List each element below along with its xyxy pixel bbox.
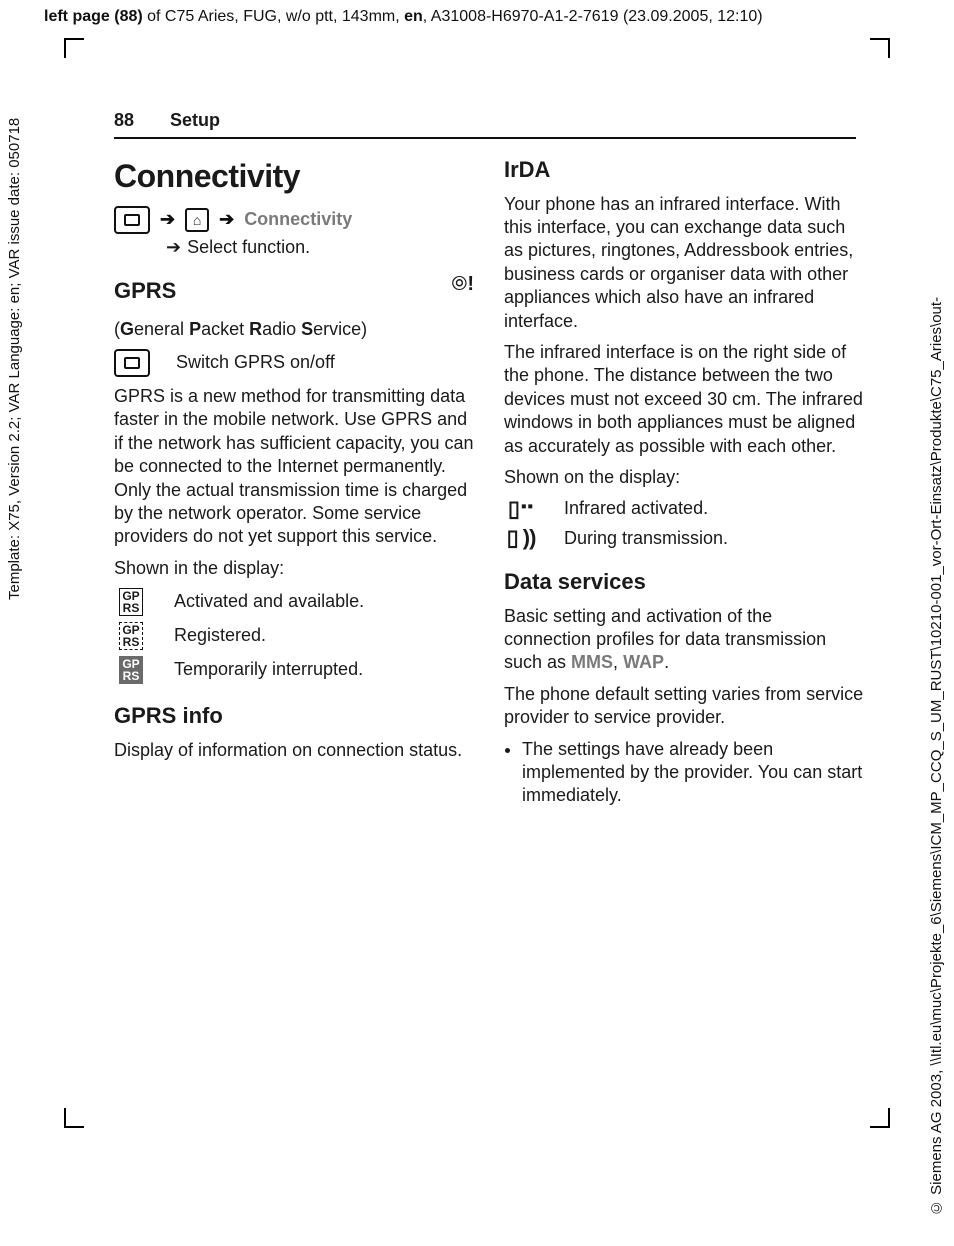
irda-state-row: ▯ )) During transmission. [504, 527, 864, 550]
crop-mark [870, 1126, 890, 1128]
irda-activated-icon: ▯⠒ [504, 498, 538, 520]
gprs-state-row: GPRS Activated and available. [114, 588, 474, 616]
right-column: IrDA Your phone has an infrared interfac… [504, 150, 864, 816]
page-number: 88 [114, 110, 134, 131]
irda-state-activated: Infrared activated. [564, 497, 708, 520]
crop-mark [64, 1108, 66, 1128]
irda-shown-label: Shown on the display: [504, 466, 864, 489]
mms-label: MMS [571, 652, 613, 672]
nav-connectivity-label: Connectivity [244, 208, 352, 231]
wap-label: WAP [623, 652, 664, 672]
page: left page (88) of C75 Aries, FUG, w/o pt… [0, 0, 954, 1246]
txt: G [120, 319, 134, 339]
gprs-state-available: Activated and available. [174, 590, 364, 613]
txt: ervice) [313, 319, 367, 339]
gprs-info-text: Display of information on connection sta… [114, 739, 474, 762]
irda-transmitting-icon: ▯ )) [504, 527, 538, 549]
top-meta-suffix: , A31008-H6970-A1-2-7619 (23.09.2005, 12… [423, 8, 763, 25]
gprs-state-registered: Registered. [174, 624, 266, 647]
nav-select-function: Select function. [187, 236, 310, 259]
left-meta: Template: X75, Version 2.2; VAR Language… [6, 40, 26, 600]
gprs-signal-icon: ⦾! [451, 271, 474, 297]
txt: P [189, 319, 201, 339]
txt: adio [262, 319, 301, 339]
softkey-icon [114, 349, 150, 377]
softkey-icon [114, 206, 150, 234]
txt: R [249, 319, 262, 339]
list-item: The settings have already been implement… [522, 738, 864, 808]
irda-state-transmitting: During transmission. [564, 527, 728, 550]
gprs-switch-row: Switch GPRS on/off [114, 349, 474, 377]
top-meta: left page (88) of C75 Aries, FUG, w/o pt… [44, 8, 763, 26]
nav-row: ➔ ⌂ ➔ Connectivity [114, 206, 474, 234]
irda-paragraph-1: Your phone has an infrared interface. Wi… [504, 193, 864, 333]
gprs-acronym: (General Packet Radio Service) [114, 318, 474, 341]
gprs-registered-icon: GPRS [119, 622, 142, 650]
crop-mark [64, 38, 66, 58]
gprs-switch-label: Switch GPRS on/off [176, 351, 335, 374]
gprs-state-row: GPRS Temporarily interrupted. [114, 656, 474, 684]
menu-icon: ⌂ [185, 208, 209, 232]
data-services-paragraph-2: The phone default setting varies from se… [504, 683, 864, 730]
arrow-icon: ➔ [166, 236, 181, 259]
right-meta: © Siemens AG 2003, \\Itl.eu\muc\Projekte… [928, 26, 948, 1216]
txt: eneral [134, 319, 189, 339]
gprs-interrupted-icon: GPRS [119, 656, 142, 684]
crop-mark [64, 38, 84, 40]
irda-paragraph-2: The infrared interface is on the right s… [504, 341, 864, 458]
connectivity-heading: Connectivity [114, 156, 474, 198]
crop-mark [888, 1108, 890, 1128]
txt: acket [201, 319, 249, 339]
arrow-icon: ➔ [160, 208, 175, 231]
data-services-paragraph-1: Basic setting and activation of the conn… [504, 605, 864, 675]
top-meta-text: of C75 Aries, FUG, w/o ptt, 143mm, [147, 8, 404, 25]
gprs-heading: GPRS [114, 277, 176, 306]
gprs-state-row: GPRS Registered. [114, 622, 474, 650]
crop-mark [64, 1126, 84, 1128]
arrow-icon: ➔ [219, 208, 234, 231]
gprs-paragraph: GPRS is a new method for transmitting da… [114, 385, 474, 549]
header-rule [114, 137, 856, 139]
gprs-available-icon: GPRS [119, 588, 142, 616]
left-column: Connectivity ➔ ⌂ ➔ Connectivity ➔ Select… [114, 150, 474, 770]
top-meta-lang: en [404, 8, 423, 25]
txt: , [613, 652, 623, 672]
nav-row-sub: ➔ Select function. [166, 236, 474, 259]
page-header: 88 Setup [114, 110, 856, 139]
section-title: Setup [170, 110, 220, 131]
txt: . [664, 652, 669, 672]
top-meta-bold: left page (88) [44, 8, 147, 25]
data-services-heading: Data services [504, 568, 864, 597]
gprs-shown-label: Shown in the display: [114, 557, 474, 580]
crop-mark [888, 38, 890, 58]
irda-state-row: ▯⠒ Infrared activated. [504, 497, 864, 520]
txt: S [301, 319, 313, 339]
crop-mark [870, 38, 890, 40]
gprs-info-heading: GPRS info [114, 702, 474, 731]
data-services-list: The settings have already been implement… [522, 738, 864, 808]
gprs-state-interrupted: Temporarily interrupted. [174, 658, 363, 681]
irda-heading: IrDA [504, 156, 864, 185]
